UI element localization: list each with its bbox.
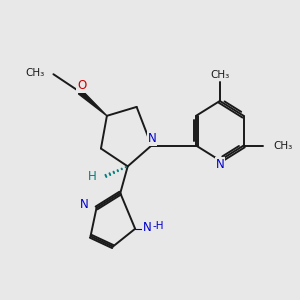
Text: H: H: [88, 170, 97, 183]
Text: N: N: [142, 221, 151, 234]
Text: CH₃: CH₃: [210, 70, 230, 80]
Text: N: N: [148, 132, 157, 145]
Text: N: N: [80, 199, 89, 212]
Polygon shape: [79, 90, 107, 116]
Text: CH₃: CH₃: [25, 68, 44, 78]
Text: CH₃: CH₃: [273, 140, 292, 151]
Text: O: O: [77, 79, 86, 92]
Text: -H: -H: [153, 221, 164, 231]
Text: N: N: [215, 158, 224, 171]
